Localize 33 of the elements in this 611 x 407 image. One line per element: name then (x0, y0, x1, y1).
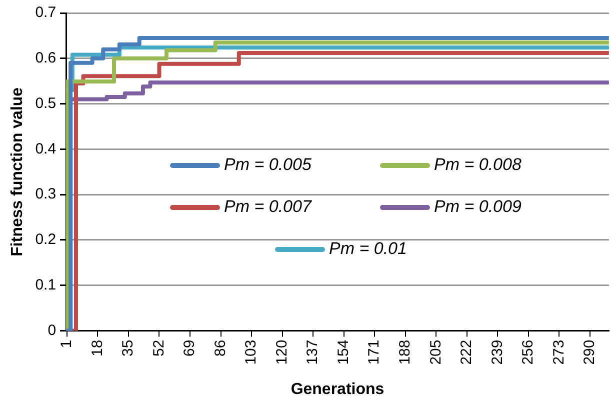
y-tick-label: 0.2 (35, 231, 56, 248)
x-tick-label: 86 (212, 340, 229, 356)
x-tick-label: 222 (458, 340, 476, 365)
x-tick-label: 120 (273, 340, 290, 365)
x-tick-label: 18 (88, 340, 106, 356)
x-axis-title: Generations (290, 380, 384, 398)
x-tick-label: 103 (242, 340, 260, 365)
x-tick-label: 273 (550, 340, 568, 365)
x-tick-label: 1 (58, 340, 76, 348)
legend-label: Pm = 0.01 (329, 239, 407, 259)
y-tick-label: 0.6 (35, 50, 56, 67)
x-tick-label: 35 (120, 340, 137, 356)
x-tick-label: 256 (520, 340, 537, 365)
y-tick-label: 0.1 (35, 276, 56, 294)
y-tick-label: 0.7 (35, 4, 56, 22)
x-tick-label: 290 (581, 340, 598, 365)
y-tick-label: 0.5 (35, 94, 56, 112)
legend-label: Pm = 0.009 (434, 197, 522, 217)
legend-label: Pm = 0.007 (224, 197, 312, 217)
x-tick-label: 154 (334, 340, 352, 365)
x-tick-label: 205 (427, 340, 444, 365)
y-tick-label: 0 (48, 322, 56, 339)
y-tick-label: 0.3 (35, 186, 56, 203)
x-tick-label: 137 (304, 340, 322, 365)
x-tick-label: 69 (181, 340, 198, 356)
x-tick-label: 188 (396, 340, 414, 365)
y-tick-label: 0.4 (35, 140, 56, 158)
y-axis-title: Fitness function value (9, 87, 26, 256)
x-tick-label: 171 (366, 340, 383, 365)
x-tick-label: 52 (150, 340, 168, 356)
legend-label: Pm = 0.008 (434, 155, 522, 175)
x-tick-label: 239 (488, 340, 506, 365)
legend-label: Pm = 0.005 (224, 155, 312, 175)
